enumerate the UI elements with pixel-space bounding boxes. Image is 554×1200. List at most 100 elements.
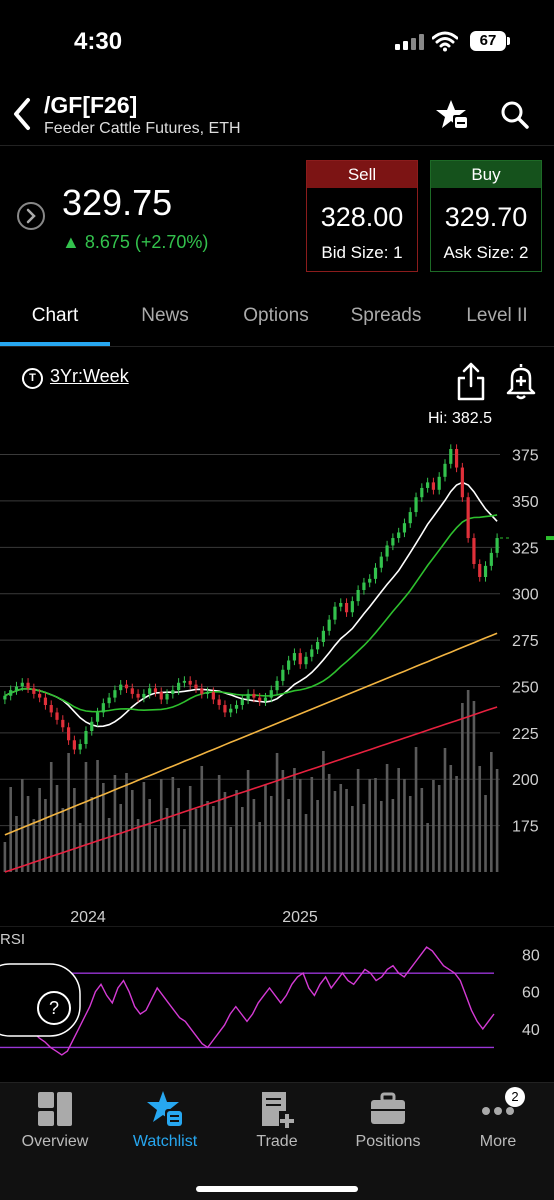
ask-price: 329.70	[444, 202, 528, 232]
candle-body	[38, 693, 42, 698]
tabbar-positions[interactable]: Positions	[333, 1089, 443, 1155]
candle-body	[223, 705, 227, 713]
volume-bar	[96, 760, 99, 872]
rsi-chart[interactable]: RSI 80 60 40?	[0, 926, 554, 1076]
candle-body	[460, 467, 464, 498]
volume-bar	[61, 808, 65, 872]
volume-bar	[235, 790, 238, 872]
buy-label: Buy	[431, 161, 541, 188]
candle-body	[379, 556, 383, 568]
candle-body	[165, 693, 169, 700]
candle-body	[177, 682, 181, 691]
candle-body	[327, 619, 331, 631]
volume-bar	[188, 786, 192, 872]
candle-body	[148, 688, 152, 694]
candle-body	[350, 601, 354, 613]
candle-body	[211, 692, 215, 700]
candle-body	[368, 578, 372, 583]
candle-body	[431, 482, 436, 490]
wifi-icon	[432, 31, 458, 52]
expand-chevron-icon[interactable]	[17, 202, 45, 230]
tab-news[interactable]: News	[141, 305, 189, 326]
volume-bar	[20, 779, 24, 872]
tabbar-overview[interactable]: Overview	[0, 1089, 110, 1155]
back-chevron-icon[interactable]	[10, 96, 36, 132]
volume-bar	[229, 827, 233, 872]
search-icon[interactable]	[500, 100, 530, 130]
tabbar-more-label: More	[479, 1133, 517, 1150]
volume-bar	[67, 753, 70, 872]
more-dots-icon	[482, 1107, 514, 1115]
candle-body	[26, 682, 30, 689]
candle-body	[3, 695, 7, 700]
ask-size: Ask Size: 2	[443, 243, 529, 262]
candle-body	[72, 740, 76, 750]
volume-bar	[171, 777, 175, 872]
volume-bar	[107, 818, 111, 872]
volume-bar	[142, 782, 146, 872]
volume-bar	[385, 764, 389, 872]
ma-slow-line	[4, 632, 498, 836]
candle-body	[258, 697, 262, 702]
volume-bar	[177, 788, 180, 872]
tab-spreads[interactable]: Spreads	[350, 305, 422, 326]
volume-bar	[339, 784, 343, 872]
candle-body	[124, 684, 129, 689]
y-tick-label: 300	[512, 587, 539, 604]
quote-panel: 329.75 ▲ 8.675 (+2.70%) Sell 328.00 Bid …	[0, 148, 554, 278]
alert-bell-icon[interactable]	[505, 362, 537, 400]
price-chart[interactable]: 375 350 325 300 275 250 225 200 175	[0, 432, 554, 904]
candle-body	[136, 693, 140, 698]
volume-bar	[403, 779, 406, 872]
volume-bar	[241, 807, 244, 872]
volume-bar	[310, 777, 314, 872]
rsi-line	[0, 946, 495, 1056]
candle-body	[287, 660, 291, 670]
candle-body	[321, 630, 325, 642]
candle-body	[84, 730, 88, 744]
tabbar-positions-label: Positions	[355, 1133, 421, 1150]
volume-bar	[391, 799, 395, 872]
candle-body	[402, 523, 407, 533]
volume-bar	[26, 796, 30, 872]
volume-bar	[275, 753, 279, 872]
candle-body	[269, 690, 273, 698]
candle-body	[217, 699, 221, 706]
tabbar-watchlist[interactable]: Watchlist	[110, 1089, 220, 1155]
tab-options[interactable]: Options	[243, 305, 309, 326]
volume-bar	[287, 799, 290, 872]
volume-bar	[466, 690, 470, 872]
candle-body	[344, 602, 349, 613]
add-to-watchlist-icon[interactable]	[436, 98, 470, 132]
candle-body	[315, 641, 320, 650]
volume-bar	[3, 842, 7, 872]
tab-level-ii[interactable]: Level II	[466, 305, 528, 326]
candle-body	[107, 697, 111, 704]
share-icon[interactable]	[455, 362, 487, 402]
volume-bar	[200, 766, 204, 872]
buy-button[interactable]: Buy 329.70 Ask Size: 2	[430, 160, 542, 272]
candle-body	[414, 497, 418, 513]
timeframe-icon[interactable]: T	[22, 368, 43, 389]
candle-body	[495, 538, 499, 553]
volume-bar	[408, 796, 412, 872]
volume-bar	[49, 762, 53, 872]
volume-bar	[212, 806, 215, 872]
tab-chart[interactable]: Chart	[31, 305, 79, 326]
volume-bar	[246, 770, 250, 872]
candle-body	[292, 653, 297, 661]
candle-body	[333, 606, 337, 620]
tabbar-trade[interactable]: Trade	[222, 1089, 332, 1155]
volume-bar	[84, 762, 88, 872]
candle-body	[171, 690, 175, 694]
trade-ticket-icon	[262, 1092, 294, 1128]
more-badge: 2	[505, 1087, 525, 1107]
volume-bar	[281, 770, 285, 872]
candle-body	[113, 690, 117, 698]
sell-button[interactable]: Sell 328.00 Bid Size: 1	[306, 160, 418, 272]
volume-bar	[264, 785, 267, 872]
timeframe-selector[interactable]: 3Yr:Week	[50, 366, 129, 386]
volume-bar	[269, 796, 273, 872]
candle-body	[489, 552, 493, 566]
tabbar-more[interactable]: More	[443, 1089, 553, 1155]
